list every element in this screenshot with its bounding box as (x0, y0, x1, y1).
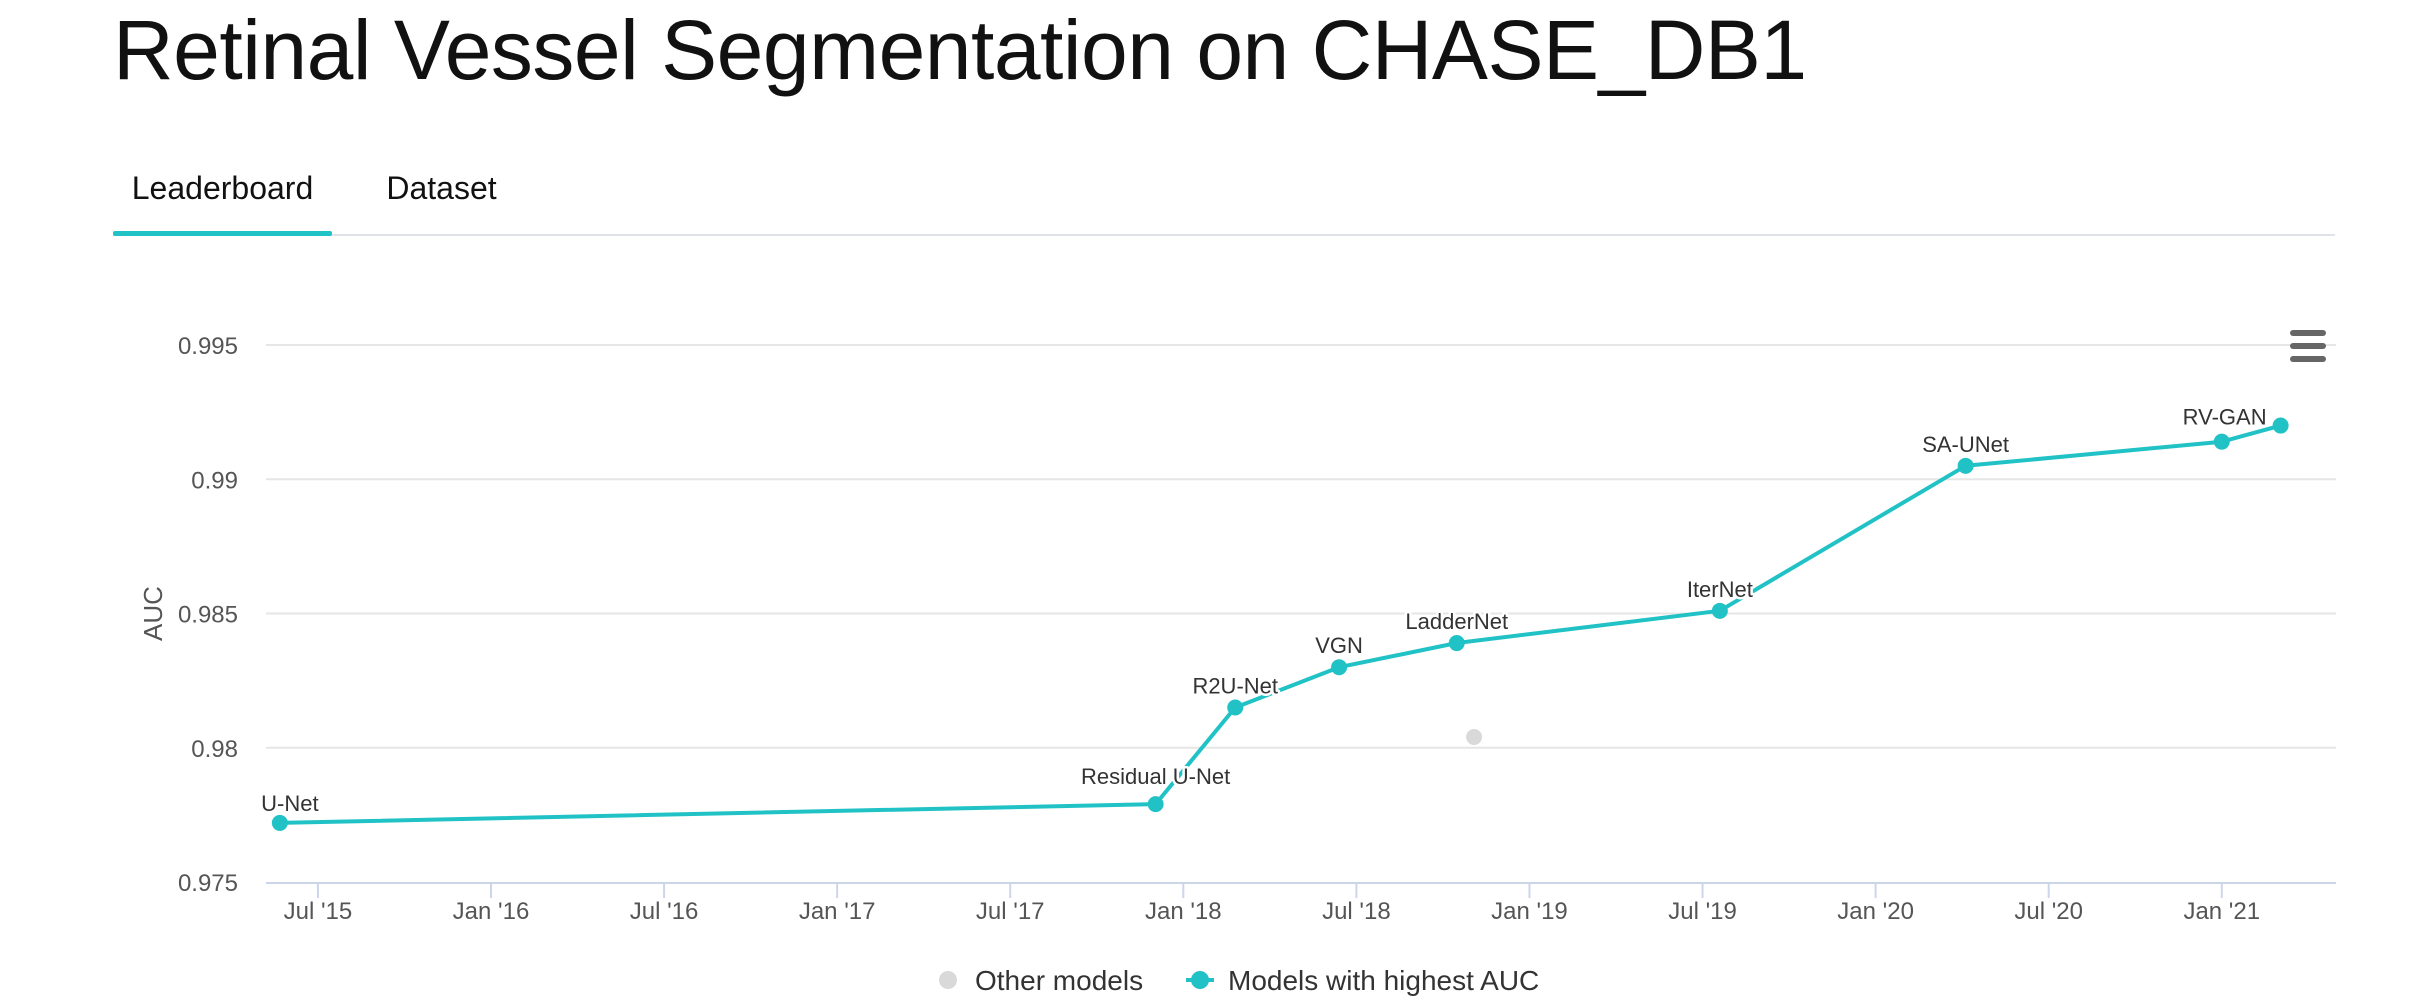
data-labels: U-Net Residual U-Net R2U-Net VGN LadderNet It… (259, 402, 2269, 818)
x-tick-label: Jan '19 (1491, 898, 1568, 925)
legend-best-marker (1191, 971, 1209, 989)
x-tick-label: Jan '18 (1145, 898, 1222, 925)
x-tick-label: Jan '21 (2183, 898, 2260, 925)
point-label: Residual U-Net (1081, 764, 1230, 789)
legend-best-label: Models with highest AUC (1228, 965, 1539, 996)
best-model-point (1227, 699, 1244, 716)
tab-leaderboard[interactable]: Leaderboard (131, 169, 314, 206)
best-model-point (1711, 602, 1728, 619)
best-model-point (2213, 433, 2230, 450)
page-title: Retinal Vessel Segmentation on CHASE_DB1 (113, 3, 1807, 97)
legend-other-label: Other models (975, 965, 1143, 996)
point-label: R2U-Net (1192, 673, 1278, 698)
x-tick-label: Jul '19 (1668, 898, 1737, 925)
best-auc-line (279, 423, 2282, 825)
best-model-point (1147, 796, 1164, 813)
legend: Other models Models with highest AUC (939, 965, 1539, 996)
grid-lines (266, 344, 2336, 749)
y-tick-label: 0.99 (191, 467, 238, 494)
x-tick-label: Jul '17 (976, 898, 1045, 925)
y-axis-title: AUC (138, 586, 168, 641)
x-tick-label: Jan '17 (799, 898, 876, 925)
x-tick-label: Jan '20 (1837, 898, 1914, 925)
y-tick-label: 0.98 (191, 736, 238, 763)
tab-bar: Leaderboard Dataset (113, 140, 2335, 236)
other-model-point (1466, 729, 1483, 746)
best-model-point (271, 814, 288, 831)
point-label: LadderNet (1405, 609, 1508, 634)
x-tick-label: Jul '20 (2014, 898, 2083, 925)
y-tick-label: 0.985 (178, 602, 238, 629)
y-tick-label: 0.975 (178, 870, 238, 897)
point-label: SA-UNet (1922, 432, 2009, 457)
tab-dataset[interactable]: Dataset (386, 169, 497, 206)
best-model-point (2272, 417, 2289, 434)
point-label: RV-GAN (2183, 405, 2267, 430)
point-label: U-Net (261, 791, 318, 816)
best-model-point (1331, 659, 1348, 676)
point-label: VGN (1315, 633, 1363, 658)
best-model-point (1957, 457, 1974, 474)
y-tick-label: 0.995 (178, 333, 238, 360)
axes: 0.975 0.98 0.985 0.99 0.995 Jul '15 Jan '16 Jul… (138, 333, 2336, 925)
best-model-point (1448, 635, 1465, 652)
x-tick-label: Jul '16 (630, 898, 699, 925)
chart-menu-icon[interactable] (2290, 330, 2326, 362)
tab-divider (113, 234, 2335, 236)
x-tick-label: Jul '18 (1322, 898, 1391, 925)
point-label: IterNet (1687, 577, 1753, 602)
x-tick-label: Jul '15 (284, 898, 353, 925)
series (271, 417, 2289, 831)
x-tick-label: Jan '16 (453, 898, 530, 925)
active-tab-indicator (113, 231, 332, 236)
legend-other-marker (939, 971, 957, 989)
